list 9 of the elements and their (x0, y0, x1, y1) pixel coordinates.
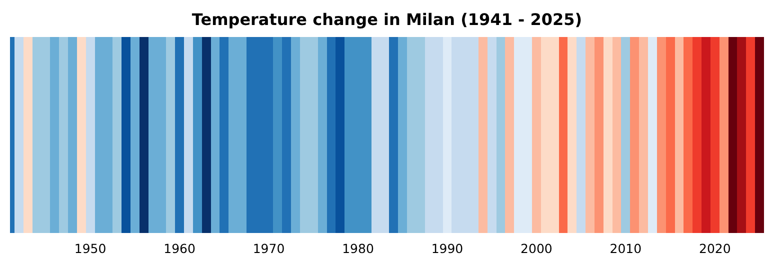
x-tick-label: 2000 (520, 241, 552, 256)
x-tick-label: 1980 (342, 241, 374, 256)
x-tick-label: 1970 (252, 241, 285, 256)
x-tick-label: 2010 (610, 241, 642, 256)
x-tick-label: 1950 (74, 241, 106, 256)
x-tick-label: 1990 (431, 241, 464, 256)
x-tick-label: 2020 (699, 241, 731, 256)
chart-title: Temperature change in Milan (1941 - 2025) (192, 10, 582, 29)
x-tick-label: 1960 (164, 241, 196, 256)
